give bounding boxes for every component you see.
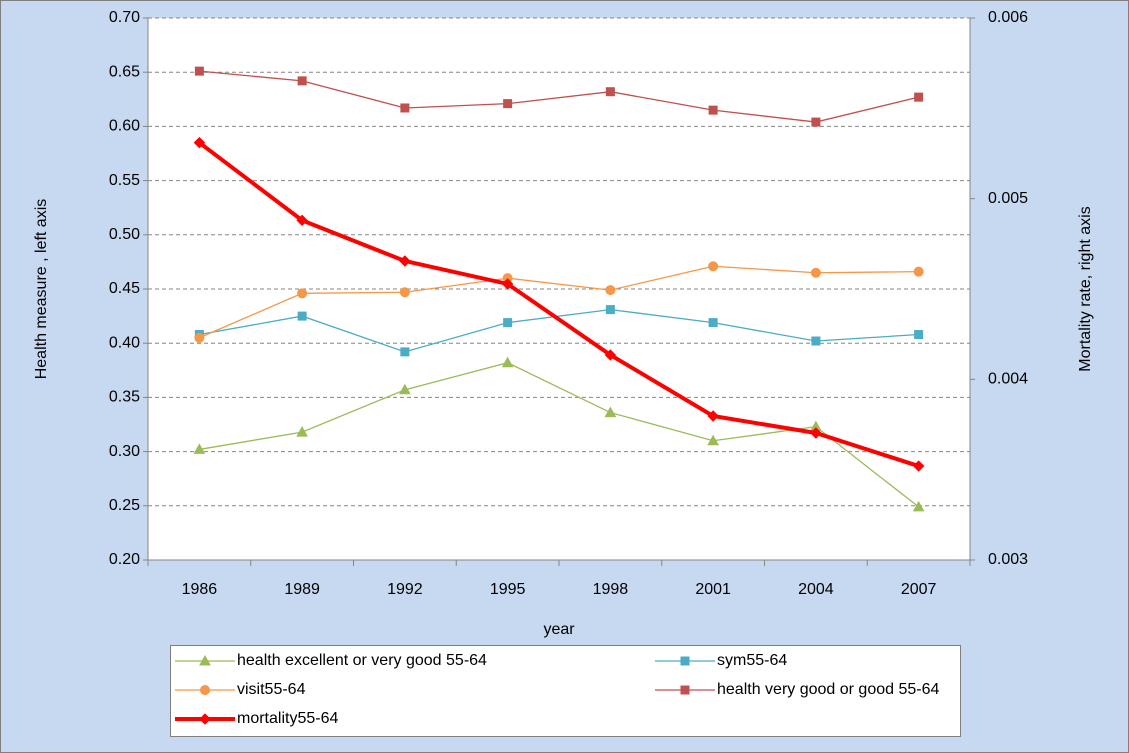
- data-point: [913, 266, 924, 277]
- data-point: [296, 426, 308, 437]
- legend: [170, 645, 961, 737]
- y-tick-label: 0.70: [109, 9, 140, 26]
- plot-area: [148, 18, 970, 560]
- data-point: [605, 285, 616, 296]
- data-point: [912, 460, 925, 472]
- legend-label: sym55-64: [717, 652, 787, 669]
- data-point: [399, 255, 411, 267]
- data-point: [708, 318, 718, 328]
- data-point: [605, 305, 615, 315]
- data-point: [399, 383, 411, 395]
- legend-marker: [199, 713, 211, 725]
- y-tick-label: 0.20: [109, 551, 140, 568]
- data-point: [811, 336, 821, 346]
- x-tick-label: 1998: [593, 581, 629, 598]
- data-point: [707, 434, 719, 446]
- data-point: [503, 99, 513, 109]
- data-point: [400, 347, 410, 357]
- y2-tick-label: 0.004: [988, 371, 1028, 388]
- data-point: [810, 267, 821, 278]
- x-tick-label: 1986: [182, 581, 218, 598]
- data-point: [810, 427, 822, 439]
- data-point: [296, 214, 308, 227]
- x-tick-label: 2004: [798, 581, 834, 598]
- data-point: [604, 349, 617, 361]
- data-point: [297, 288, 308, 299]
- data-point: [811, 117, 821, 127]
- data-point: [297, 311, 307, 321]
- data-point: [707, 410, 719, 422]
- y2-axis-title: Mortality rate, right axis: [1077, 206, 1094, 371]
- legend-marker: [680, 685, 690, 695]
- y-tick-label: 0.55: [109, 172, 140, 189]
- legend-marker: [199, 654, 211, 666]
- legend-label: health excellent or very good 55-64: [237, 652, 487, 669]
- data-point: [193, 443, 206, 454]
- legend-label: visit55-64: [237, 681, 306, 698]
- series-line: [198, 141, 920, 468]
- data-point: [604, 406, 617, 418]
- data-point: [605, 87, 615, 97]
- data-point: [501, 278, 514, 290]
- legend-marker: [200, 685, 210, 695]
- data-point: [503, 318, 513, 328]
- x-axis-title: year: [543, 621, 575, 638]
- y2-tick-label: 0.006: [988, 9, 1028, 26]
- legend-label: mortality55-64: [237, 710, 338, 727]
- y-tick-label: 0.30: [109, 443, 140, 460]
- y-tick-label: 0.25: [109, 497, 140, 514]
- x-tick-label: 1995: [490, 581, 526, 598]
- y-tick-label: 0.40: [109, 334, 140, 351]
- data-point: [912, 500, 925, 512]
- series-line: [199, 70, 919, 123]
- x-tick-label: 2007: [901, 581, 937, 598]
- data-point: [399, 287, 410, 298]
- x-tick-label: 2001: [695, 581, 731, 598]
- y2-tick-label: 0.005: [988, 190, 1028, 207]
- legend-label: health very good or good 55-64: [717, 681, 939, 698]
- series-line: [199, 265, 919, 339]
- y-axis-title: Health measure , left axis: [33, 199, 50, 380]
- series-line: [199, 308, 919, 353]
- data-point: [297, 76, 307, 86]
- legend-marker: [680, 656, 690, 666]
- data-point: [914, 92, 924, 102]
- y-tick-label: 0.45: [109, 280, 140, 297]
- data-point: [194, 66, 204, 76]
- data-point: [708, 261, 719, 272]
- y-tick-label: 0.50: [109, 226, 140, 243]
- y2-tick-label: 0.003: [988, 551, 1028, 568]
- y-tick-label: 0.65: [109, 63, 140, 80]
- x-tick-label: 1992: [387, 581, 423, 598]
- data-point: [400, 103, 410, 113]
- data-point: [194, 332, 205, 343]
- y-tick-label: 0.35: [109, 389, 140, 406]
- y-tick-label: 0.60: [109, 118, 140, 135]
- data-point: [914, 330, 924, 340]
- data-point: [501, 356, 514, 368]
- x-tick-label: 1989: [284, 581, 320, 598]
- data-point: [708, 105, 718, 115]
- data-point: [193, 136, 206, 149]
